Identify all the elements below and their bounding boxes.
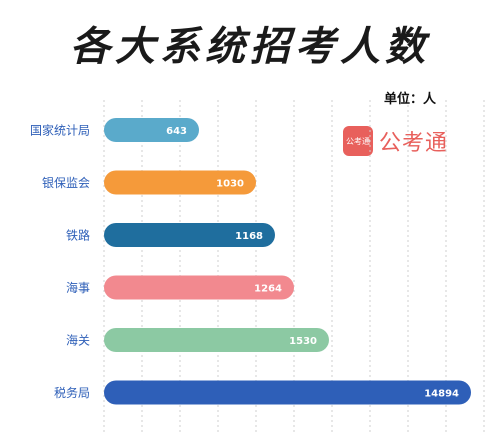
category-label: 国家统计局 [30, 123, 90, 138]
category-label: 税务局 [54, 385, 90, 400]
data-label: 1530 [289, 336, 317, 347]
bar [104, 380, 471, 405]
bar [104, 118, 199, 142]
bar [104, 275, 294, 300]
category-label: 银保监会 [42, 176, 90, 190]
data-label: 14894 [424, 389, 459, 400]
logo-badge-icon: 公考通 [343, 126, 373, 156]
category-label: 海关 [66, 333, 90, 348]
data-label: 1168 [235, 231, 263, 242]
data-label: 1030 [216, 179, 244, 190]
category-label: 海事 [66, 280, 90, 295]
brand-logo: 公考通 公考通 [343, 125, 448, 157]
bar [104, 328, 329, 352]
chart-title: 各大系统招考人数 [70, 24, 430, 70]
bar [104, 170, 256, 195]
data-label: 643 [166, 126, 187, 137]
data-label: 1264 [254, 284, 282, 295]
logo-text: 公考通 [379, 131, 449, 156]
bar [104, 223, 275, 247]
unit-label: 单位：人 [384, 92, 437, 107]
category-label: 铁路 [66, 228, 90, 243]
